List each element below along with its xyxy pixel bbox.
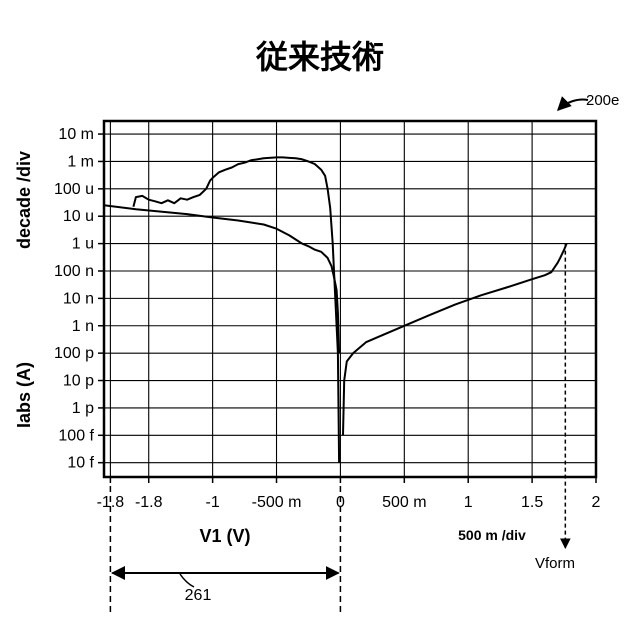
x-tick-label: -500 m bbox=[252, 494, 302, 511]
iv-curve-2 bbox=[133, 157, 339, 462]
y-tick-label: 1 p bbox=[72, 400, 94, 417]
x-tick-labels: -1.8-1.8-1-500 m0500 m11.52 bbox=[97, 494, 601, 511]
x-tick-label: 1.5 bbox=[521, 494, 543, 511]
y-tick-label: 10 m bbox=[58, 126, 94, 143]
plot-frame bbox=[104, 121, 596, 477]
vform-label: Vform bbox=[535, 555, 575, 572]
curves bbox=[104, 157, 567, 462]
iv-curve-3 bbox=[343, 244, 567, 436]
y-tick-labels: 10 m 1 m 100 u 10 u 1 u 100 n 10 n 1 n 100 p 10 p… bbox=[54, 126, 95, 472]
iv-curve-1 bbox=[104, 205, 339, 353]
y-tick-label: 100 f bbox=[58, 427, 94, 444]
x-axis-label: V1 (V) bbox=[199, 526, 250, 546]
figure-title: 従来技術 bbox=[255, 39, 384, 75]
y-axis-label-top: decade /div bbox=[14, 151, 34, 249]
x-tick-label: 500 m bbox=[382, 494, 426, 511]
grid bbox=[98, 121, 596, 483]
y-tick-label: 10 f bbox=[67, 455, 94, 472]
span-leader bbox=[180, 574, 194, 587]
reference-arrow bbox=[558, 99, 588, 110]
span-label: 261 bbox=[185, 587, 212, 604]
x-tick-label: 2 bbox=[592, 494, 601, 511]
y-tick-label: 100 p bbox=[54, 345, 94, 362]
y-tick-label: 10 u bbox=[63, 208, 94, 225]
y-tick-label: 10 p bbox=[63, 373, 94, 390]
x-tick-label: 1 bbox=[464, 494, 473, 511]
y-tick-label: 1 m bbox=[67, 153, 94, 170]
y-tick-label: 1 n bbox=[72, 318, 94, 335]
y-tick-label: 100 u bbox=[54, 181, 94, 198]
x-tick-label: -1.8 bbox=[135, 494, 163, 511]
reference-label: 200e bbox=[586, 92, 619, 109]
y-tick-label: 100 n bbox=[54, 263, 94, 280]
y-tick-label: 10 n bbox=[63, 290, 94, 307]
x-scale-note: 500 m /div bbox=[458, 527, 526, 543]
y-axis-label-bottom: Iabs (A) bbox=[14, 362, 34, 428]
y-tick-label: 1 u bbox=[72, 236, 94, 253]
x-tick-label: -1 bbox=[206, 494, 220, 511]
